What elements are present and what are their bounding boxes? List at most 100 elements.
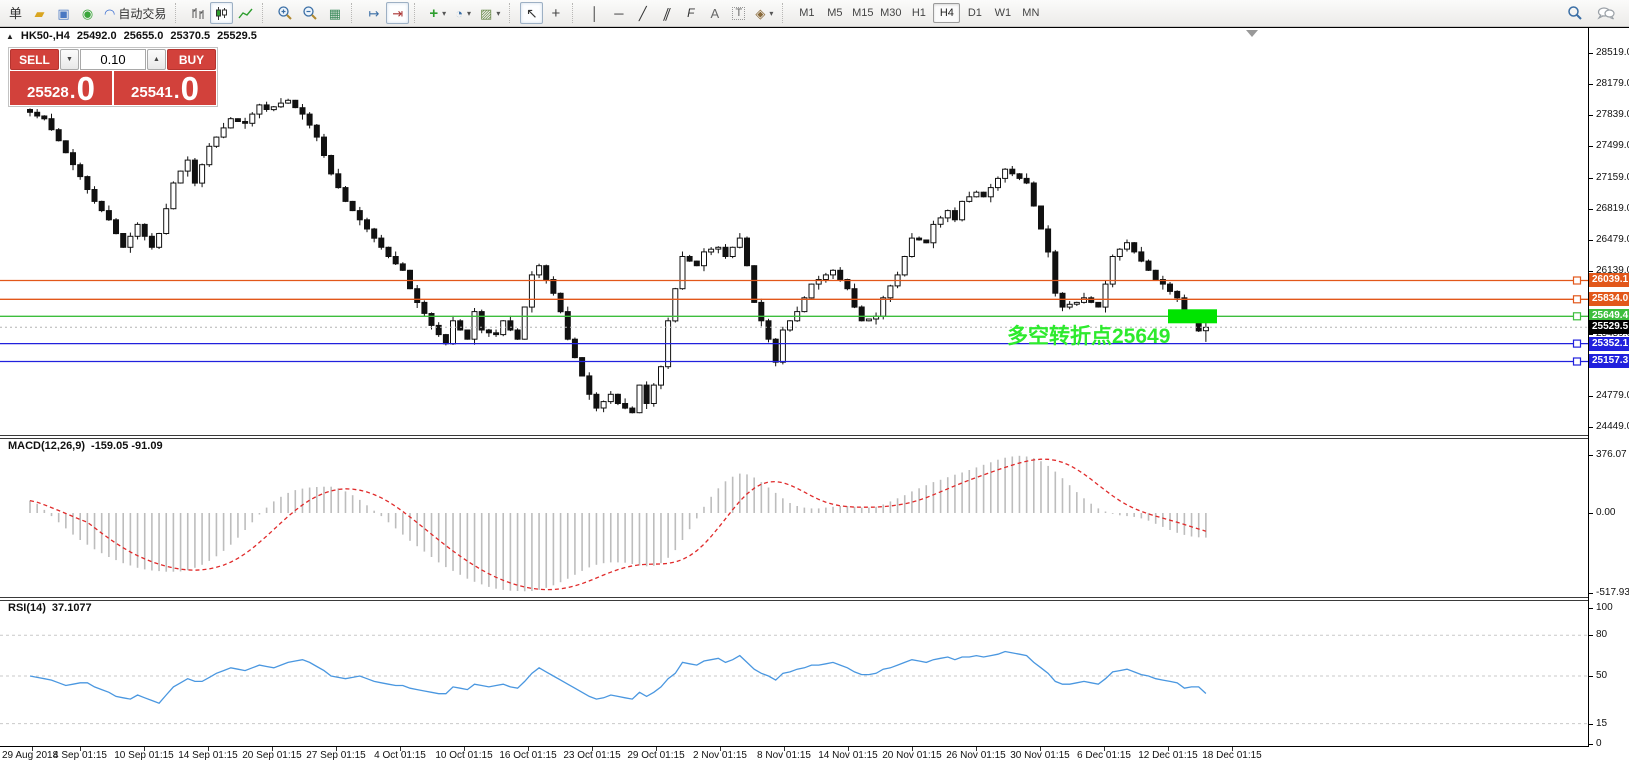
- templates-button[interactable]: ▨ ▾: [476, 2, 504, 24]
- macd-tick-label: 0.00: [1596, 507, 1616, 518]
- date-label: 6 Dec 01:15: [1077, 750, 1131, 761]
- toolbar-separator: [175, 3, 182, 23]
- timeframe-d1[interactable]: D1: [961, 3, 988, 23]
- collapse-icon[interactable]: ▲: [6, 31, 14, 41]
- chevron-down-icon: ▾: [769, 8, 774, 18]
- timeframe-h1[interactable]: H1: [905, 3, 932, 23]
- auto-trading-button[interactable]: ◠ 自动交易: [100, 2, 170, 24]
- macd-signal-line: [29, 458, 1207, 591]
- macd-name: MACD(12,26,9): [8, 440, 86, 452]
- template-icon: ▨: [480, 5, 493, 21]
- sell-price-button[interactable]: 25528. 0: [10, 71, 112, 105]
- volume-input[interactable]: [80, 49, 146, 70]
- periods-button[interactable]: ◔ ▾: [451, 2, 475, 24]
- time-axis[interactable]: 29 Aug 2018 4 Sep 01:15 10 Sep 01:15 14 Sep…: [0, 749, 1589, 767]
- price-tick-label: 27839.0: [1596, 109, 1629, 120]
- rsi-name: RSI(14): [8, 602, 46, 614]
- timeframe-m1[interactable]: M1: [793, 3, 820, 23]
- fibonacci-button[interactable]: F: [679, 2, 702, 24]
- panel-separator[interactable]: [0, 597, 1629, 598]
- date-label: 27 Sep 01:15: [306, 750, 366, 761]
- cursor-button[interactable]: ↖: [520, 2, 544, 24]
- bar-chart-button[interactable]: [186, 2, 209, 24]
- trendline-button[interactable]: ╱: [631, 2, 654, 24]
- time-tick: [1040, 747, 1041, 751]
- time-tick: [80, 747, 81, 751]
- level-line-anchor[interactable]: [1572, 357, 1582, 366]
- deposit-button[interactable]: ▰: [28, 2, 51, 24]
- zoom-out-button[interactable]: [298, 2, 322, 24]
- axis-tick: [1589, 724, 1593, 725]
- zoom-in-button[interactable]: [273, 2, 297, 24]
- time-tick: [464, 747, 465, 751]
- toolbar-separator: [782, 3, 789, 23]
- channel-icon: ∥: [660, 5, 673, 21]
- price-tick-label: 28519.0: [1596, 47, 1629, 58]
- macd-values: -159.05 -91.09: [91, 440, 163, 452]
- gold-bar-icon: ▰: [34, 5, 45, 21]
- sell-price-pips: 0: [76, 69, 95, 107]
- chart-canvas[interactable]: 多空转折点25649: [0, 28, 1588, 768]
- time-tick: [272, 747, 273, 751]
- indicators-button[interactable]: + ▾: [425, 2, 450, 24]
- time-tick: [912, 747, 913, 751]
- search-button[interactable]: [1563, 2, 1587, 24]
- level-line-anchor[interactable]: [1572, 312, 1582, 321]
- date-label: 29 Aug 2018: [2, 750, 59, 761]
- timeframe-w1[interactable]: W1: [989, 3, 1016, 23]
- time-tick: [1168, 747, 1169, 751]
- sell-button[interactable]: SELL: [10, 49, 59, 70]
- buy-price-button[interactable]: 25541. 0: [114, 71, 216, 105]
- tile-windows-button[interactable]: ▦: [323, 2, 346, 24]
- chart-shift-button[interactable]: ⇥: [386, 2, 410, 24]
- date-label: 20 Nov 01:15: [882, 750, 942, 761]
- terminal-button[interactable]: ▣: [52, 2, 75, 24]
- price-tick-label: 27499.0: [1596, 140, 1629, 151]
- auto-trading-label: 自动交易: [118, 6, 167, 21]
- new-order-button[interactable]: 单: [4, 2, 27, 24]
- shapes-icon: ◈: [755, 5, 766, 21]
- panel-separator[interactable]: [0, 435, 1629, 436]
- rsi-tick-label: 100: [1596, 602, 1613, 613]
- open-value: 25492.0: [76, 30, 117, 42]
- rsi-tick-label: 15: [1596, 718, 1608, 729]
- channel-button[interactable]: ∥: [655, 2, 678, 24]
- horizontal-line-button[interactable]: ─: [607, 2, 630, 24]
- timeframe-mn[interactable]: MN: [1017, 3, 1044, 23]
- chat-button[interactable]: [1593, 2, 1619, 24]
- rsi-label: RSI(14) 37.1077: [8, 602, 92, 614]
- axis-tick: [1589, 396, 1593, 397]
- chart-window: [0, 27, 1629, 768]
- vertical-line-button[interactable]: │: [583, 2, 606, 24]
- timeframe-m15[interactable]: M15: [849, 3, 876, 23]
- line-chart-button[interactable]: [234, 2, 257, 24]
- time-tick: [32, 747, 33, 751]
- horizontal-level-lines[interactable]: [0, 276, 1588, 366]
- arrows-button[interactable]: ◈ ▾: [751, 2, 777, 24]
- terminal-icon: ▣: [57, 5, 70, 21]
- level-line-anchor[interactable]: [1572, 295, 1582, 304]
- buy-button[interactable]: BUY: [167, 49, 216, 70]
- indicators-plus-icon: +: [429, 4, 439, 22]
- volume-increase-button[interactable]: ▲: [147, 49, 166, 70]
- timeframe-m5[interactable]: M5: [821, 3, 848, 23]
- text-label-button[interactable]: T: [727, 2, 750, 24]
- level-line-anchor[interactable]: [1572, 339, 1582, 348]
- auto-scroll-button[interactable]: ↦: [362, 2, 385, 24]
- chart-shift-icon: ⇥: [392, 5, 404, 21]
- rsi-line: [29, 650, 1207, 704]
- turning-point-annotation[interactable]: 多空转折点25649: [1007, 324, 1170, 348]
- price-axis[interactable]: 28519.0 28179.0 27839.0 27499.0 27159.0 26819…: [1589, 28, 1629, 749]
- price-tick-label: 26479.0: [1596, 234, 1629, 245]
- chevron-down-icon: ▾: [442, 8, 447, 18]
- turning-point-highlight[interactable]: [1168, 309, 1217, 324]
- text-button[interactable]: A: [703, 2, 726, 24]
- timeframe-h4[interactable]: H4: [933, 3, 961, 23]
- crosshair-button[interactable]: +: [544, 2, 567, 24]
- axis-tick: [1589, 635, 1593, 636]
- level-line-anchor[interactable]: [1572, 276, 1582, 285]
- candlestick-chart-button[interactable]: [210, 2, 234, 24]
- signals-button[interactable]: ◉: [76, 2, 99, 24]
- volume-decrease-button[interactable]: ▼: [60, 49, 79, 70]
- timeframe-m30[interactable]: M30: [877, 3, 904, 23]
